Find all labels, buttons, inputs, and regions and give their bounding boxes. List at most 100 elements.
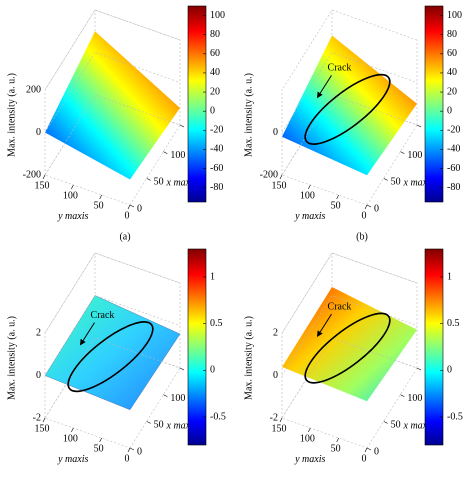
x-tick-label: 0	[374, 446, 379, 457]
colorbar	[424, 248, 444, 446]
box-top	[44, 9, 181, 91]
colorbar-tick-label: -40	[447, 144, 460, 155]
z-axis-label: Max. intensity (a. u.)	[6, 316, 17, 400]
colorbar	[424, 5, 444, 203]
y-tick-label: 100	[300, 433, 315, 444]
colorbar-tick-label: 60	[210, 48, 220, 59]
colorbar-tick-label: 80	[210, 29, 220, 40]
crack-arrow	[79, 322, 95, 346]
z-tick-label: 2	[273, 327, 278, 338]
y-tick-label: 50	[94, 443, 104, 454]
y-tick	[308, 427, 311, 433]
annotation: Crack	[91, 310, 115, 321]
y-tick	[336, 194, 339, 200]
x-tick	[179, 367, 185, 371]
x-tick-label: 50	[391, 420, 401, 431]
z-tick-label: 2	[36, 327, 41, 338]
colorbar-tick-label: 0	[210, 365, 215, 376]
x-tick-label: 0	[137, 203, 142, 214]
x-tick-label: 50	[154, 177, 164, 188]
x-tick-label: 0	[374, 203, 379, 214]
z-tick-label: -2	[33, 412, 41, 423]
x-tick	[129, 447, 135, 451]
colorbar	[187, 248, 207, 446]
y-tick-label: 100	[63, 433, 78, 444]
colorbar-tick-label: 20	[210, 86, 220, 97]
y-axis-label: y maxis	[294, 454, 325, 465]
colorbar	[187, 5, 207, 203]
colorbar-tick-label: -20	[447, 125, 460, 136]
x-tick	[400, 394, 405, 397]
y-tick-label: 50	[331, 200, 341, 211]
z-tick-label: 200	[26, 84, 41, 95]
z-tick-label: 0	[273, 370, 278, 381]
crack-outline	[304, 73, 391, 145]
y-tick	[99, 437, 102, 443]
crack-outline	[304, 312, 391, 384]
y-tick	[127, 204, 131, 210]
box-top	[44, 252, 181, 334]
y-tick	[279, 417, 283, 423]
x-tick	[163, 151, 168, 154]
x-tick	[146, 421, 151, 424]
panel-label: (a)	[119, 231, 130, 242]
x-tick-label: 50	[391, 177, 401, 188]
y-tick-label: 100	[63, 190, 78, 201]
y-tick	[336, 437, 339, 443]
crack-arrow	[316, 75, 332, 99]
x-tick	[146, 178, 151, 181]
y-tick	[42, 417, 46, 423]
x-tick-label: 100	[170, 393, 185, 404]
colorbar-tick-label: 20	[447, 86, 457, 97]
z-tick-label: 0	[273, 127, 278, 138]
y-tick	[127, 447, 131, 453]
panel-label: (b)	[356, 231, 368, 242]
colorbar-tick-label: 60	[447, 48, 457, 59]
z-axis-label: Max. intensity (a. u.)	[6, 73, 17, 157]
colorbar-tick-label: -80	[447, 182, 460, 193]
colorbar-tick-label: 100	[447, 10, 462, 21]
colorbar-tick-label: 40	[210, 67, 220, 78]
annotation: Crack	[328, 301, 352, 312]
y-tick-label: 0	[362, 453, 367, 464]
colorbar-tick-label: -60	[447, 163, 460, 174]
x-tick	[383, 421, 388, 424]
y-tick-label: 0	[362, 210, 367, 221]
x-tick	[383, 178, 388, 181]
x-axis-label: x maxis	[166, 420, 197, 431]
z-tick-label: 0	[36, 370, 41, 381]
crack-outline	[67, 321, 154, 393]
z-tick-label: 0	[36, 127, 41, 138]
colorbar-tick-label: 0	[210, 105, 215, 116]
x-tick-label: 100	[407, 393, 422, 404]
colorbar-tick-label: -60	[210, 163, 223, 174]
x-axis-label: x maxis	[403, 177, 434, 188]
colorbar-tick-label: 1	[447, 271, 452, 282]
y-tick	[71, 184, 74, 190]
colorbar-tick-label: 0.5	[447, 318, 460, 329]
crack-arrow	[316, 313, 332, 337]
y-tick-label: 0	[125, 453, 130, 464]
y-tick-label: 150	[272, 423, 287, 434]
annotation: Crack	[328, 63, 352, 74]
y-tick	[99, 194, 102, 200]
y-axis-label: y maxis	[57, 454, 88, 465]
y-tick-label: 150	[35, 423, 50, 434]
x-tick	[416, 367, 422, 371]
surface	[282, 35, 417, 176]
y-tick-label: 50	[331, 443, 341, 454]
colorbar-tick-label: 0	[447, 105, 452, 116]
colorbar-tick-label: 1	[210, 271, 215, 282]
x-tick	[400, 151, 405, 154]
y-tick	[364, 447, 368, 453]
colorbar-tick-label: -0.5	[210, 411, 226, 422]
colorbar-tick-label: 100	[210, 10, 225, 21]
box-top	[281, 252, 418, 334]
y-tick-label: 150	[35, 180, 50, 191]
surface	[45, 31, 180, 180]
colorbar-tick-label: -0.5	[447, 411, 463, 422]
